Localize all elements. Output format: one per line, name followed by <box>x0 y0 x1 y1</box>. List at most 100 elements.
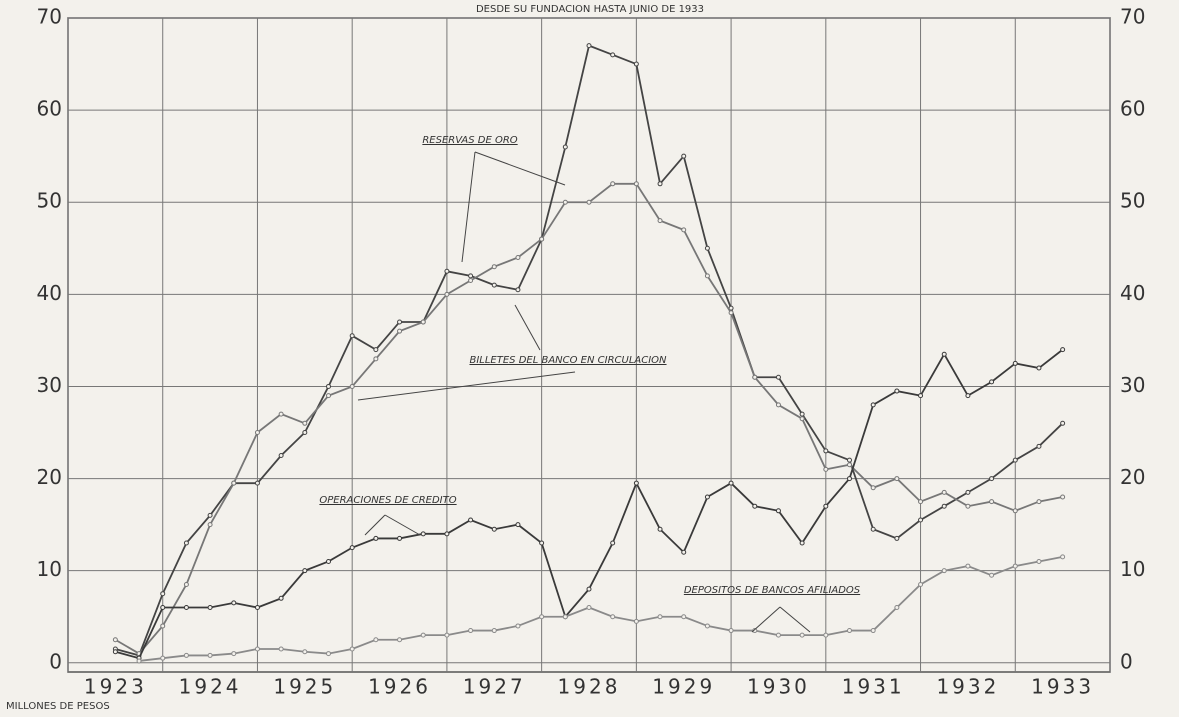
data-point <box>610 614 616 620</box>
data-point <box>728 628 734 634</box>
data-point <box>894 535 900 541</box>
data-point <box>941 351 947 357</box>
data-point <box>136 658 142 664</box>
data-point <box>302 568 308 574</box>
x-tick-label: 1926 <box>368 675 431 699</box>
data-point <box>989 379 995 385</box>
data-point <box>918 581 924 587</box>
data-point <box>326 393 331 399</box>
data-point <box>894 388 900 394</box>
data-point <box>444 268 450 274</box>
data-point <box>278 453 284 459</box>
data-point <box>847 457 852 463</box>
data-point <box>397 328 403 334</box>
data-point <box>918 499 924 505</box>
y2-tick-label: 30 <box>1120 373 1145 397</box>
data-point <box>1036 558 1042 564</box>
data-point <box>941 568 947 574</box>
data-point <box>894 476 900 482</box>
data-point <box>515 287 521 293</box>
data-point <box>160 605 166 611</box>
data-point <box>1036 365 1042 371</box>
y-tick-label: 60 <box>37 97 62 121</box>
y-axis-label: MILLONES DE PESOS <box>6 701 110 712</box>
data-point <box>775 374 781 380</box>
data-point <box>610 52 616 58</box>
data-point <box>491 628 497 634</box>
data-point <box>823 466 829 472</box>
data-point <box>799 416 805 422</box>
data-point <box>468 273 474 279</box>
data-point <box>160 623 166 629</box>
data-point <box>515 623 521 629</box>
data-point <box>799 632 805 638</box>
data-point <box>326 383 331 389</box>
data-point <box>633 618 639 624</box>
data-point <box>491 526 497 532</box>
data-point <box>681 549 687 555</box>
data-point <box>491 282 497 288</box>
data-point <box>183 652 189 658</box>
series-label: RESERVAS DE ORO <box>422 135 517 146</box>
plot-frame <box>67 17 1111 673</box>
data-point <box>444 531 450 537</box>
data-point <box>728 480 734 486</box>
data-point <box>728 310 734 316</box>
data-point <box>752 628 758 634</box>
data-point <box>160 655 166 661</box>
data-point <box>799 411 805 417</box>
data-point <box>752 374 758 380</box>
data-point <box>373 535 379 541</box>
data-point <box>278 411 284 417</box>
annotation-arrow <box>357 371 576 401</box>
x-tick-label: 1930 <box>747 675 810 699</box>
data-point <box>704 494 710 500</box>
data-point <box>183 540 189 546</box>
annotation-arrow <box>461 151 476 263</box>
data-point <box>870 526 876 532</box>
data-point <box>775 508 781 514</box>
data-point <box>965 563 971 569</box>
data-point <box>586 199 592 205</box>
x-tick-label: 1923 <box>84 675 147 699</box>
series-line <box>138 555 1063 662</box>
y-tick-label: 0 <box>49 649 62 673</box>
data-point <box>586 605 592 611</box>
data-point <box>278 646 284 652</box>
data-point <box>586 43 592 49</box>
data-point <box>397 535 403 541</box>
data-point <box>1060 554 1066 560</box>
data-point <box>231 600 237 606</box>
y-tick-label: 70 <box>37 5 62 29</box>
data-point <box>1060 347 1066 353</box>
data-point <box>562 144 568 150</box>
data-point <box>183 581 189 587</box>
data-point <box>941 489 947 495</box>
data-point <box>1036 499 1042 505</box>
annotation-arrow <box>779 606 811 633</box>
data-point <box>444 632 450 638</box>
data-point <box>207 512 213 518</box>
data-point <box>468 628 474 634</box>
data-point <box>965 503 971 509</box>
data-point <box>515 522 521 528</box>
data-point <box>207 522 213 528</box>
y2-tick-label: 50 <box>1120 189 1145 213</box>
data-point <box>349 333 355 339</box>
y2-tick-label: 40 <box>1120 281 1145 305</box>
x-tick-label: 1928 <box>558 675 621 699</box>
data-point <box>847 628 852 634</box>
data-point <box>562 199 568 205</box>
data-point <box>941 503 947 509</box>
y-tick-label: 20 <box>37 465 62 489</box>
data-point <box>989 476 995 482</box>
data-point <box>847 476 852 482</box>
annotation-arrow <box>514 304 541 351</box>
y-tick-label: 30 <box>37 373 62 397</box>
data-point <box>681 227 687 233</box>
y2-tick-label: 60 <box>1120 97 1145 121</box>
series-label: BILLETES DEL BANCO EN CIRCULACION <box>469 355 667 366</box>
x-tick-label: 1924 <box>179 675 242 699</box>
data-point <box>231 651 237 657</box>
data-point <box>491 264 497 270</box>
